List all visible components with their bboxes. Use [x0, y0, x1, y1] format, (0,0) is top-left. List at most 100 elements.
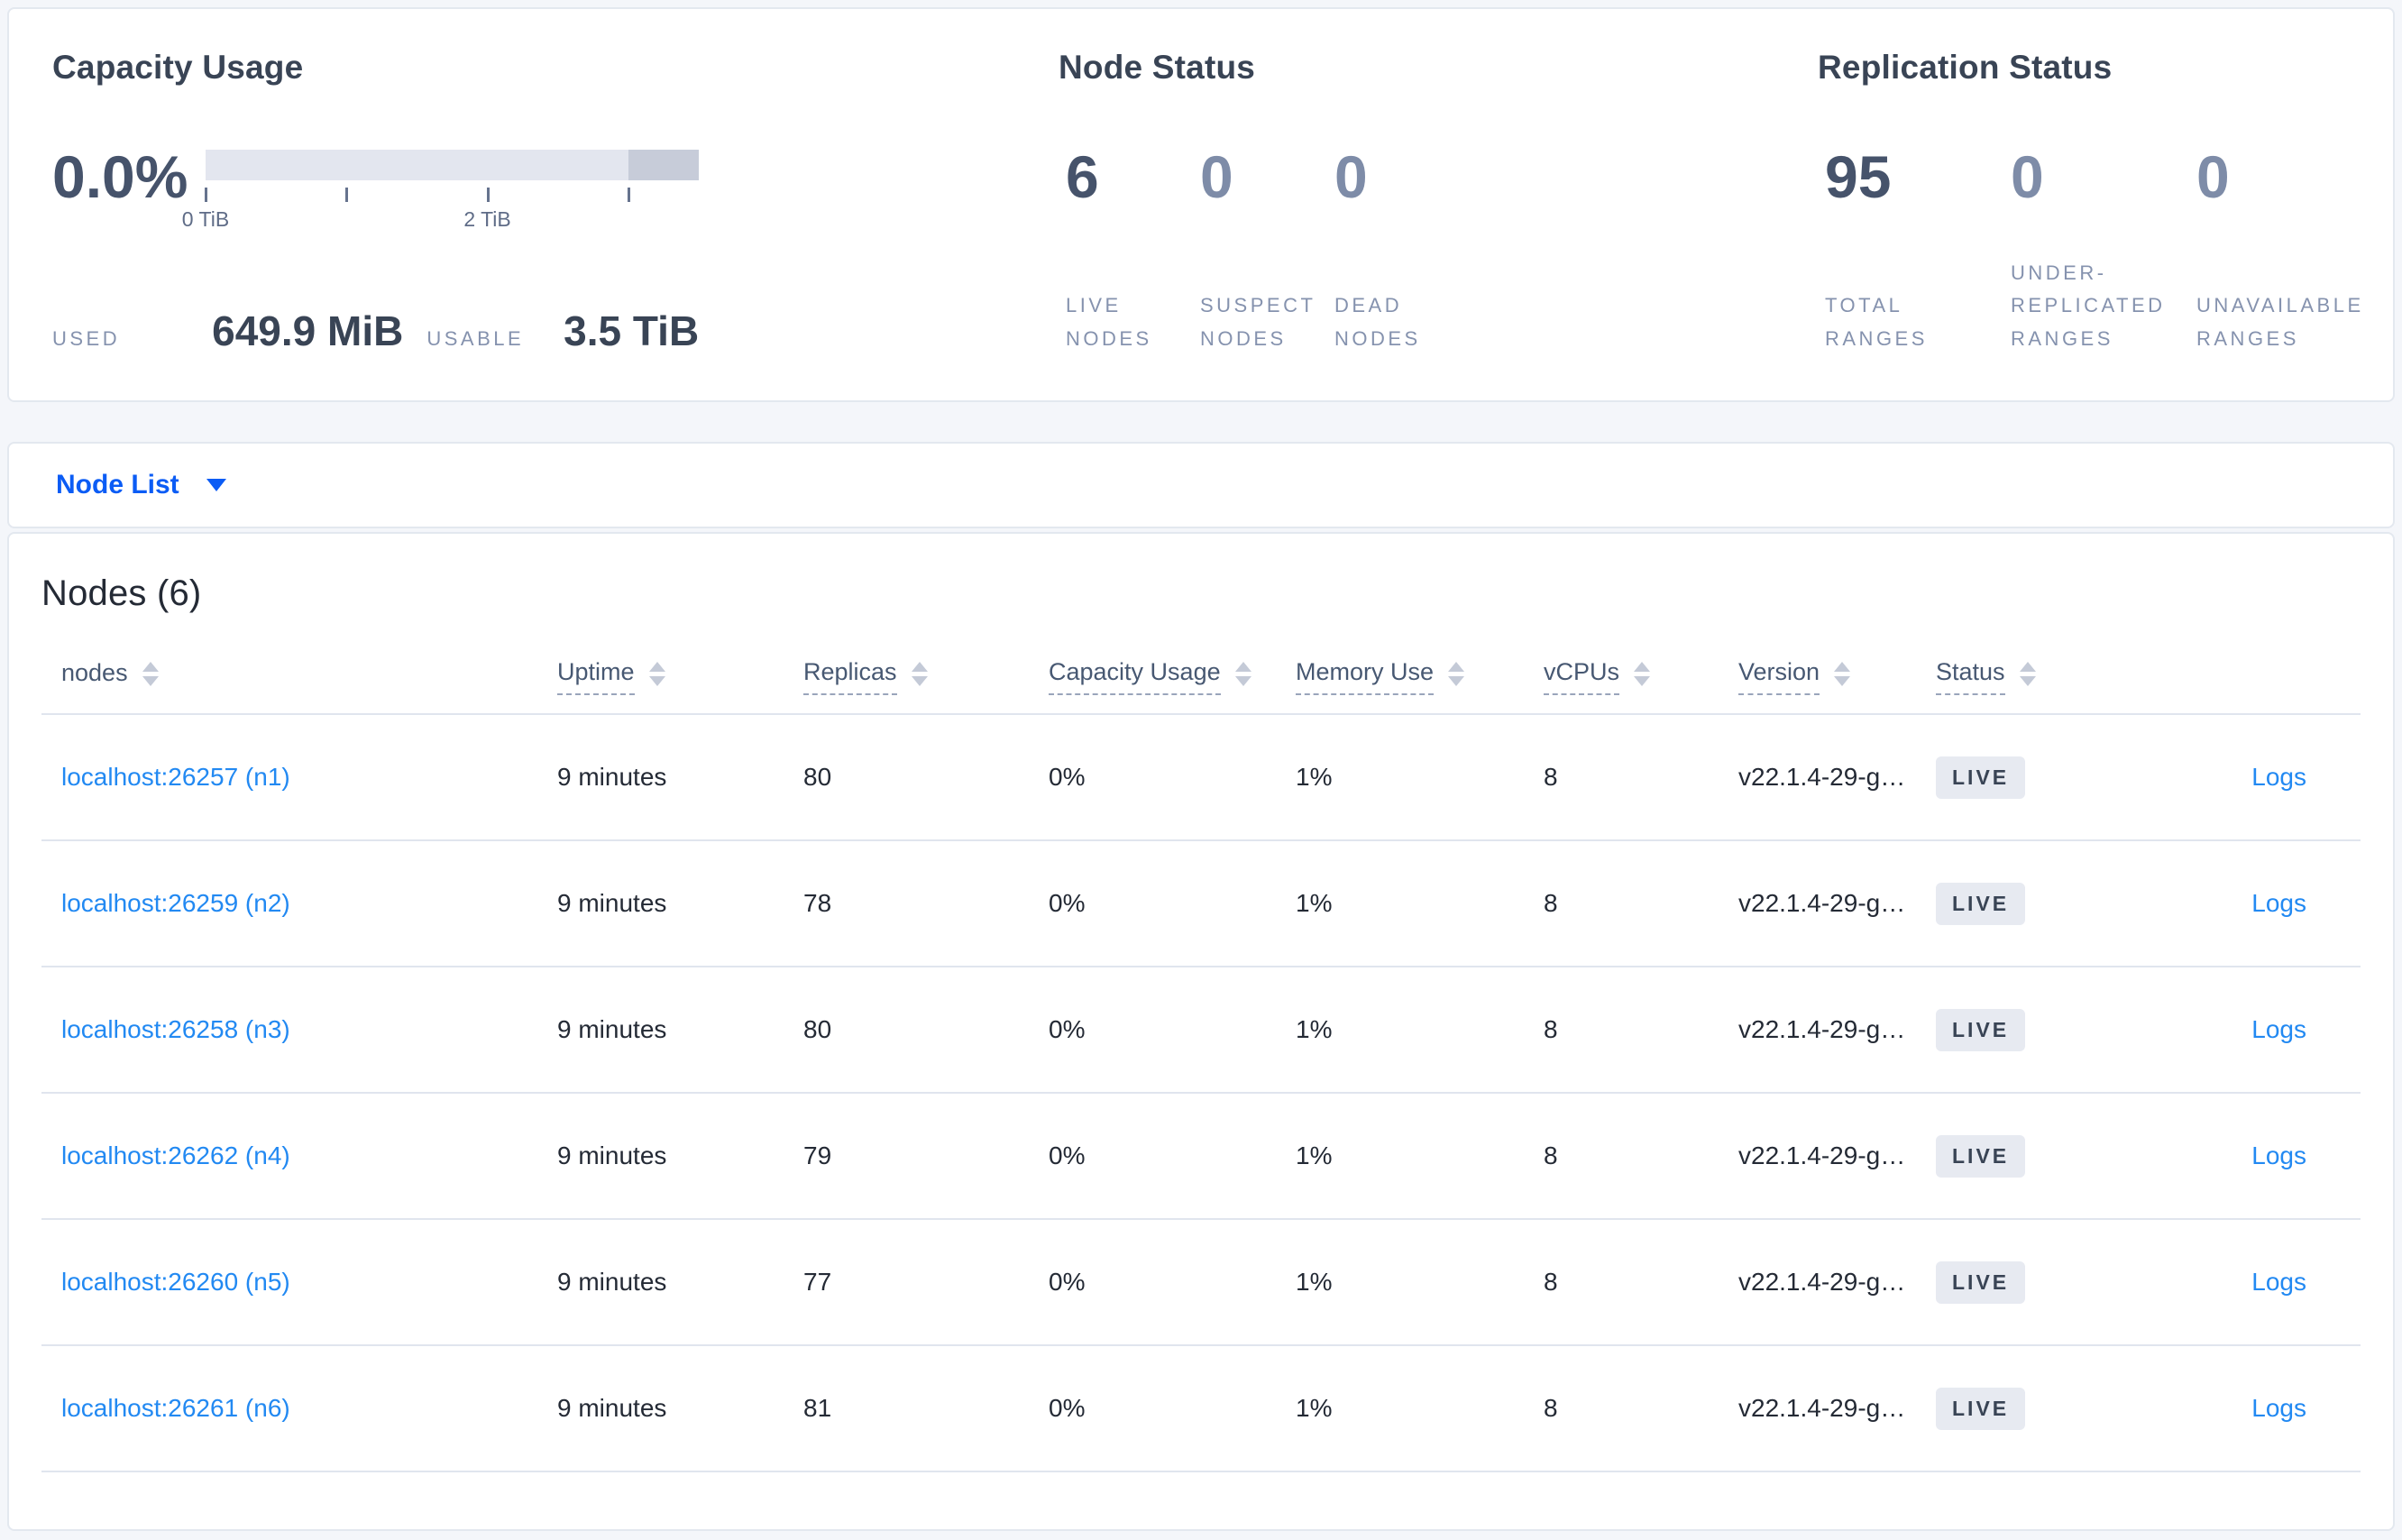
- status-badge: LIVE: [1936, 1387, 2026, 1430]
- memory-use-cell: 1%: [1296, 1015, 1333, 1043]
- vcpus-cell: 8: [1544, 1394, 1558, 1422]
- capacity-axis-tick-label: 2 TiB: [463, 207, 511, 231]
- usable-value: 3.5 TiB: [564, 307, 700, 354]
- node-address-cell: localhost:26261 (n6): [41, 1394, 537, 1423]
- uptime-cell: 9 minutes: [557, 1268, 667, 1296]
- sort-arrows-icon[interactable]: [1634, 661, 1651, 686]
- node-status-title: Node Status: [1059, 49, 1256, 86]
- capacity-gauge: 0.0% 0 TiB 2 TiB: [52, 144, 1059, 236]
- status-cell: LIVE: [1916, 882, 2107, 925]
- stat-value: 95: [1825, 143, 1892, 210]
- status-badge: LIVE: [1936, 882, 2026, 925]
- capacity-usage-section: Capacity Usage 0.0% 0 TiB 2 TiB USED 649.…: [52, 49, 1059, 355]
- column-header-status[interactable]: Status: [1916, 658, 2107, 695]
- summary-grid: Capacity Usage 0.0% 0 TiB 2 TiB USED 649.…: [52, 49, 2361, 355]
- stat-label: TOTAL RANGES: [1825, 294, 1928, 350]
- node-link[interactable]: localhost:26261 (n6): [61, 1394, 290, 1422]
- column-header-address[interactable]: nodes: [41, 659, 537, 694]
- sort-arrows-icon[interactable]: [911, 661, 928, 686]
- vcpus-cell: 8: [1544, 889, 1558, 917]
- memory-use-cell: 1%: [1296, 763, 1333, 791]
- node-list-dropdown-label: Node List: [56, 470, 179, 500]
- capacity-usage-cell: 0%: [1049, 1394, 1086, 1422]
- status-cell: LIVE: [1916, 1260, 2107, 1304]
- node-link[interactable]: localhost:26259 (n2): [61, 889, 290, 917]
- capacity-bar-dark-segment: [628, 150, 699, 180]
- nodes-table-header: nodes Uptime Replicas Capacity Usage Memory …: [41, 639, 2361, 715]
- column-header-version[interactable]: Version: [1719, 658, 1916, 695]
- replication-status-stats: 95 TOTAL RANGES 0 UNDER-REPLICATED RANGES 0 U…: [1818, 144, 2382, 355]
- memory-use-cell: 1%: [1296, 889, 1333, 917]
- node-link[interactable]: localhost:26257 (n1): [61, 763, 290, 791]
- logs-link[interactable]: Logs: [2251, 763, 2306, 791]
- replicas-cell: 79: [803, 1141, 832, 1169]
- node-status-stats: 6 LIVE NODES 0 SUSPECT NODES 0 DEAD NODES: [1059, 144, 1818, 355]
- stat-value: 0: [2011, 143, 2044, 210]
- nodes-table: nodes Uptime Replicas Capacity Usage Memory …: [41, 639, 2361, 1472]
- logs-link[interactable]: Logs: [2251, 1268, 2306, 1296]
- uptime-cell: 9 minutes: [557, 1394, 667, 1422]
- memory-use-cell: 1%: [1296, 1394, 1333, 1422]
- column-header-label: vCPUs: [1544, 658, 1620, 695]
- stat-label: SUSPECT NODES: [1200, 294, 1316, 350]
- table-row: localhost:26261 (n6) 9 minutes 81 0% 1% 8 v22.…: [41, 1346, 2361, 1472]
- version-cell: v22.1.4-29-g…: [1738, 1141, 1906, 1169]
- logs-cell: Logs: [2107, 1141, 2361, 1170]
- view-selector-bar: Node List: [7, 442, 2395, 528]
- capacity-used-usable-row: USED 649.9 MiB USABLE 3.5 TiB: [52, 307, 1059, 355]
- status-cell: LIVE: [1916, 1008, 2107, 1051]
- used-value: 649.9 MiB: [212, 307, 404, 354]
- column-header-label: Uptime: [557, 658, 635, 695]
- capacity-usage-cell: 0%: [1049, 1141, 1086, 1169]
- uptime-cell: 9 minutes: [557, 1015, 667, 1043]
- memory-use-cell: 1%: [1296, 1141, 1333, 1169]
- capacity-axis-tick-label: 0 TiB: [181, 207, 230, 231]
- capacity-usage-cell: 0%: [1049, 763, 1086, 791]
- column-header-memory_use[interactable]: Memory Use: [1276, 658, 1524, 695]
- column-header-capacity_usage[interactable]: Capacity Usage: [1029, 658, 1276, 695]
- sort-arrows-icon[interactable]: [1834, 661, 1851, 686]
- node-link[interactable]: localhost:26258 (n3): [61, 1015, 290, 1043]
- stat-label: LIVE NODES: [1066, 294, 1152, 350]
- vcpus-cell: 8: [1544, 1015, 1558, 1043]
- sort-arrows-icon[interactable]: [1234, 661, 1251, 686]
- stat-column: 0 UNAVAILABLE RANGES: [2196, 144, 2382, 355]
- node-link[interactable]: localhost:26260 (n5): [61, 1268, 290, 1296]
- table-row: localhost:26262 (n4) 9 minutes 79 0% 1% 8 v22.…: [41, 1094, 2361, 1220]
- logs-link[interactable]: Logs: [2251, 889, 2306, 917]
- version-cell: v22.1.4-29-g…: [1738, 1268, 1906, 1296]
- replication-status-title: Replication Status: [1818, 49, 2113, 86]
- capacity-axis-tick: [205, 188, 207, 202]
- nodes-title: Nodes (6): [41, 573, 202, 613]
- logs-link[interactable]: Logs: [2251, 1015, 2306, 1043]
- capacity-percent-value: 0.0%: [52, 143, 188, 210]
- stat-column: 6 LIVE NODES: [1066, 144, 1200, 355]
- memory-use-cell: 1%: [1296, 1268, 1333, 1296]
- sort-arrows-icon[interactable]: [142, 661, 159, 686]
- sort-arrows-icon[interactable]: [2019, 661, 2036, 686]
- capacity-usage-cell: 0%: [1049, 1268, 1086, 1296]
- logs-link[interactable]: Logs: [2251, 1141, 2306, 1169]
- stat-column: 0 SUSPECT NODES: [1200, 144, 1334, 355]
- node-link[interactable]: localhost:26262 (n4): [61, 1141, 290, 1169]
- sort-arrows-icon[interactable]: [1448, 661, 1465, 686]
- column-header-replicas[interactable]: Replicas: [784, 658, 1029, 695]
- stat-value: 0: [1200, 143, 1233, 210]
- logs-link[interactable]: Logs: [2251, 1394, 2306, 1422]
- sort-arrows-icon[interactable]: [648, 661, 665, 686]
- table-row: localhost:26260 (n5) 9 minutes 77 0% 1% 8 v22.…: [41, 1220, 2361, 1346]
- column-header-label: Status: [1936, 658, 2005, 695]
- version-cell: v22.1.4-29-g…: [1738, 889, 1906, 917]
- column-header-uptime[interactable]: Uptime: [537, 658, 784, 695]
- status-cell: LIVE: [1916, 1387, 2107, 1430]
- node-list-dropdown[interactable]: Node List: [56, 470, 226, 500]
- column-header-vcpus[interactable]: vCPUs: [1524, 658, 1719, 695]
- status-badge: LIVE: [1936, 1260, 2026, 1304]
- node-address-cell: localhost:26258 (n3): [41, 1015, 537, 1044]
- stat-column: 0 UNDER-REPLICATED RANGES: [2011, 144, 2196, 355]
- uptime-cell: 9 minutes: [557, 889, 667, 917]
- logs-cell: Logs: [2107, 1394, 2361, 1423]
- logs-cell: Logs: [2107, 1268, 2361, 1297]
- replicas-cell: 80: [803, 1015, 832, 1043]
- column-header-label: Replicas: [803, 658, 897, 695]
